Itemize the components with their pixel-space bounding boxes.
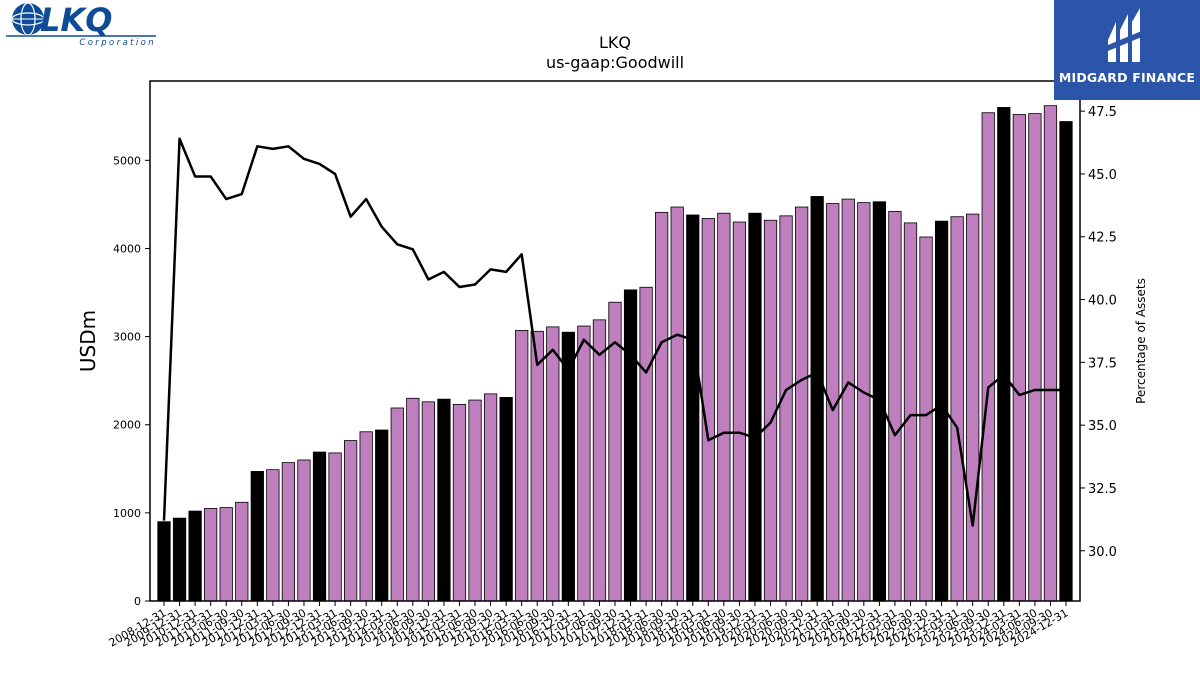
bar — [748, 212, 762, 602]
bar — [530, 330, 544, 602]
y-tick-label: 1000 — [113, 507, 141, 520]
bar — [857, 202, 871, 602]
bar — [686, 214, 700, 602]
bar — [452, 404, 467, 602]
bar — [655, 211, 669, 602]
bar — [779, 215, 793, 602]
bar — [328, 452, 342, 602]
y2-tick-label: 45.0 — [1088, 168, 1117, 183]
y2-axis-label: Percentage of Assets — [1134, 278, 1148, 404]
y2-tick-label: 40.0 — [1088, 294, 1117, 309]
bar — [468, 399, 482, 602]
y-tick-label: 5000 — [113, 154, 141, 167]
bar — [483, 393, 498, 602]
bar — [903, 222, 918, 602]
bar — [546, 326, 560, 602]
bar — [235, 501, 249, 602]
midgard-finance-logo: MIDGARD FINANCE — [1054, 0, 1200, 100]
bar — [997, 107, 1011, 602]
bar — [343, 440, 358, 602]
bar — [1059, 121, 1073, 602]
midgard-emblem-icon — [1108, 8, 1144, 62]
y2-tick-label: 32.5 — [1088, 482, 1117, 497]
bar — [421, 401, 436, 602]
midgard-finance-text: MIDGARD FINANCE — [1058, 70, 1196, 85]
y2-tick-label: 30.0 — [1088, 545, 1117, 560]
bar — [219, 507, 233, 602]
lkq-logo: LKQ Corporation — [4, 1, 160, 48]
y-tick-label: 3000 — [113, 331, 141, 344]
bar — [639, 286, 653, 602]
bar — [1028, 113, 1042, 602]
y-tick-label: 4000 — [113, 242, 141, 255]
y2-tick-label: 42.5 — [1088, 231, 1117, 246]
bar — [359, 431, 373, 602]
y2-tick-label: 37.5 — [1088, 356, 1117, 371]
lkq-wordmark: LKQ — [40, 2, 112, 39]
y-tick-label: 2000 — [113, 419, 141, 432]
axes-layer: 0 1000 2000 3000 4000 5000 30.0 32.5 35.0 37.5 40.… — [107, 80, 1117, 650]
lkq-logo-graphic: LKQ Corporation — [6, 1, 156, 48]
bar — [297, 459, 311, 602]
bar — [966, 213, 980, 602]
bar — [670, 206, 684, 602]
line-layer — [162, 137, 1066, 527]
bar — [281, 462, 296, 602]
bar — [623, 289, 638, 602]
bar — [592, 319, 607, 602]
bar — [795, 206, 809, 602]
bar — [888, 211, 902, 602]
y2-tick-label: 47.5 — [1088, 105, 1117, 120]
chart-title: LKQ — [599, 33, 631, 52]
bar — [375, 429, 389, 602]
bars-layer — [157, 105, 1073, 602]
y-axis-label: USDm — [76, 310, 100, 372]
bar — [499, 397, 513, 602]
lkq-corporation-text: Corporation — [79, 38, 156, 48]
lkq-globe-icon — [11, 2, 45, 36]
bar — [841, 198, 855, 602]
bar — [266, 469, 280, 602]
bar — [250, 471, 264, 602]
bar — [172, 517, 187, 602]
bar — [204, 508, 218, 602]
bar — [390, 407, 404, 602]
bar — [981, 112, 995, 602]
bar — [312, 451, 327, 602]
y-tick-label: 0 — [134, 595, 141, 608]
bar — [1043, 105, 1058, 602]
bar — [561, 331, 575, 602]
bar — [188, 510, 202, 602]
bar — [515, 330, 529, 602]
bar — [577, 325, 591, 602]
bar — [1012, 114, 1026, 602]
bar — [157, 521, 171, 602]
bar — [950, 216, 964, 602]
bar — [406, 397, 420, 602]
pct-assets-line — [162, 137, 1066, 527]
bar — [732, 221, 747, 602]
bar — [717, 212, 731, 602]
y2-tick-label: 35.0 — [1088, 419, 1117, 434]
bar — [810, 196, 824, 602]
chart-subtitle: us-gaap:Goodwill — [546, 53, 684, 72]
bar — [437, 398, 451, 602]
bar — [919, 236, 933, 602]
